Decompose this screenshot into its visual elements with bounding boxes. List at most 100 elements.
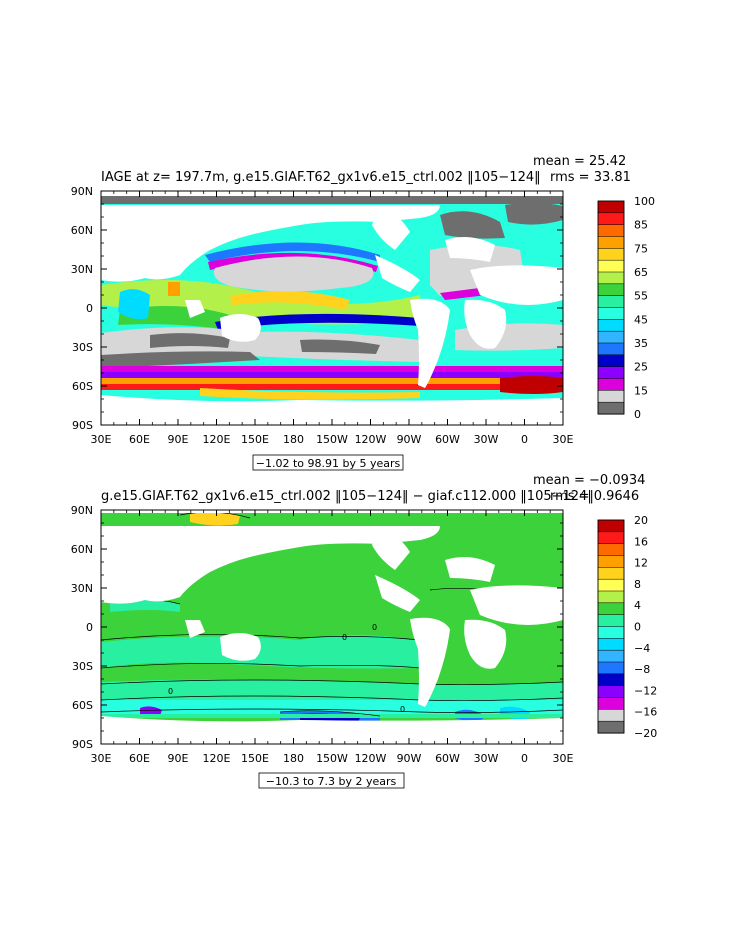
colorbar-swatch (597, 212, 625, 226)
colorbar-swatch (597, 685, 625, 699)
colorbar-swatch (597, 614, 625, 628)
colorbar-label: 12 (634, 557, 648, 570)
contour-info: −10.3 to 7.3 by 2 years (266, 775, 397, 788)
x-tick-label: 120E (203, 433, 231, 446)
contour-info: −1.02 to 98.91 by 5 years (256, 457, 401, 470)
x-tick-label: 60E (129, 433, 150, 446)
colorbar-swatch (597, 709, 625, 722)
y-tick-label: 0 (86, 621, 93, 634)
y-tick-label: 90N (71, 504, 93, 517)
x-tick-label: 30E (553, 752, 574, 765)
x-tick-label: 60W (435, 752, 460, 765)
colorbar-label: −12 (634, 684, 657, 697)
y-tick-label: 60N (71, 543, 93, 556)
x-tick-label: 30E (91, 752, 112, 765)
colorbar-swatch (597, 519, 625, 533)
axes-bottom: 30E 60E 90E 120E 150E 180 150W 120W 90W 60W 30W 0 30… (71, 504, 574, 765)
x-tick-label: 60E (129, 752, 150, 765)
y-tick-label: 90N (71, 185, 93, 198)
colorbar-swatch (597, 354, 625, 368)
colorbar-label: −20 (634, 727, 657, 740)
x-tick-label: 0 (521, 752, 528, 765)
x-tick-label: 150W (316, 433, 348, 446)
panel-bottom: g.e15.GIAF.T62_gx1v6.e15_ctrl.002 ‖105−1… (71, 473, 657, 789)
x-tick-label: 90E (168, 752, 189, 765)
colorbar-swatch (597, 295, 625, 309)
colorbar-label: −16 (634, 706, 657, 719)
colorbar-swatch (597, 224, 625, 238)
panel-title: g.e15.GIAF.T62_gx1v6.e15_ctrl.002 ‖105−1… (101, 489, 594, 504)
rms-stat: rms = 0.9646 (550, 489, 639, 504)
x-tick-label: 150E (241, 433, 269, 446)
svg-text:0: 0 (168, 687, 173, 696)
colorbar-label: 100 (634, 195, 655, 208)
x-tick-label: 90W (397, 433, 422, 446)
colorbar-swatch (597, 319, 625, 332)
contour-info-box (252, 454, 404, 471)
x-tick-label: 30E (553, 433, 574, 446)
svg-text:0: 0 (372, 623, 377, 632)
x-tick-label: 30W (474, 752, 499, 765)
colorbar-label: 35 (634, 337, 648, 350)
colorbar-label: 85 (634, 219, 648, 232)
x-tick-label: 30W (474, 433, 499, 446)
panel-title: IAGE at z= 197.7m, g.e15.GIAF.T62_gx1v6.… (101, 170, 541, 185)
mean-stat: mean = −0.0934 (533, 473, 645, 488)
colorbar-swatch (597, 697, 625, 710)
y-tick-label: 60S (72, 699, 93, 712)
colorbar-label: 16 (634, 535, 648, 548)
colorbar-swatch (597, 271, 625, 285)
colorbar-swatch (597, 543, 625, 557)
y-tick-label: 30N (71, 582, 93, 595)
x-tick-label: 180 (283, 433, 304, 446)
y-tick-label: 60N (71, 224, 93, 237)
colorbar-swatch (597, 555, 625, 568)
colorbar-frame (597, 200, 625, 415)
mean-stat: mean = 25.42 (533, 154, 626, 169)
colorbar-swatch (597, 720, 625, 734)
colorbar-label: 65 (634, 266, 648, 279)
colorbar-swatch (597, 283, 625, 297)
map-field (101, 191, 563, 425)
svg-text:0: 0 (342, 633, 347, 642)
colorbar-label: 75 (634, 242, 648, 255)
colorbar-swatch (597, 330, 625, 344)
y-tick-label: 90S (72, 419, 93, 432)
x-tick-label: 60W (435, 433, 460, 446)
colorbar-swatch (597, 590, 625, 604)
colorbar-label: −8 (634, 663, 650, 676)
colorbar-top: 100 85 75 65 55 45 35 25 15 0 (597, 195, 655, 421)
colorbar-swatch (597, 366, 625, 380)
colorbar-swatch (597, 626, 625, 639)
x-tick-label: 30E (91, 433, 112, 446)
x-tick-label: 180 (283, 752, 304, 765)
rms-stat: rms = 33.81 (550, 170, 631, 185)
colorbar-swatch (597, 248, 625, 261)
panel-top: IAGE at z= 197.7m, g.e15.GIAF.T62_gx1v6.… (71, 154, 655, 471)
y-tick-label: 60S (72, 380, 93, 393)
y-tick-label: 30S (72, 341, 93, 354)
colorbar-frame (597, 519, 625, 734)
map-field: 0 0 0 0 (101, 510, 563, 744)
colorbar-label: 15 (634, 384, 648, 397)
colorbar-swatch (597, 307, 625, 320)
colorbar-swatch (597, 649, 625, 663)
colorbar-swatch (597, 401, 625, 415)
colorbar-swatch (597, 673, 625, 687)
x-tick-label: 120W (355, 433, 387, 446)
y-tick-label: 30N (71, 263, 93, 276)
colorbar-swatch (597, 390, 625, 403)
x-tick-label: 0 (521, 433, 528, 446)
x-tick-label: 150W (316, 752, 348, 765)
colorbar-label: 45 (634, 313, 648, 326)
colorbar-swatch (597, 567, 625, 580)
y-tick-label: 0 (86, 302, 93, 315)
colorbar-label: 55 (634, 290, 648, 303)
colorbar-swatch (597, 661, 625, 675)
colorbar-label: 8 (634, 578, 641, 591)
colorbar-swatch (597, 236, 625, 249)
colorbar-swatch (597, 531, 625, 545)
colorbar-label: −4 (634, 642, 650, 655)
y-tick-label: 30S (72, 660, 93, 673)
